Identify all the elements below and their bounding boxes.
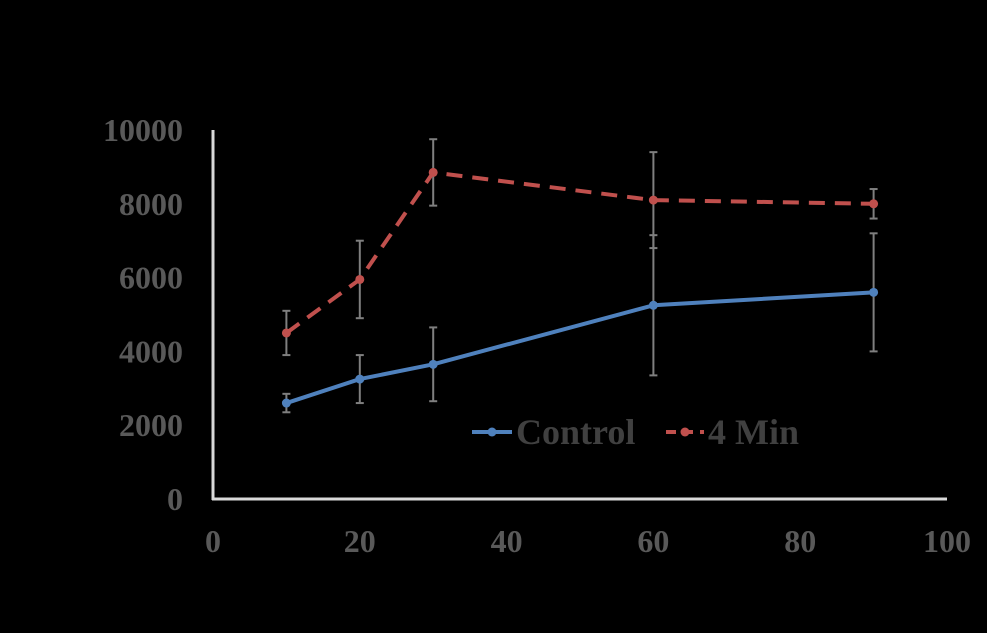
data-point	[355, 274, 365, 284]
legend-item: 4 Min	[666, 412, 799, 452]
tick-labels: 0 2000 4000 6000 8000 10000 0 20 40 60 80 100	[103, 112, 971, 559]
data-point	[355, 374, 365, 384]
x-tick-label: 80	[784, 523, 816, 559]
data-point	[428, 167, 438, 177]
y-tick-label: 10000	[103, 112, 183, 148]
y-tick-label: 0	[167, 481, 183, 517]
series-1	[281, 167, 879, 338]
series-0	[281, 287, 879, 408]
x-tick-label: 20	[344, 523, 376, 559]
legend-marker	[680, 427, 690, 437]
x-tick-label: 60	[637, 523, 669, 559]
legend-label: 4 Min	[708, 412, 799, 452]
x-tick-label: 0	[205, 523, 221, 559]
y-tick-label: 2000	[119, 407, 183, 443]
data-point	[281, 398, 291, 408]
data-point	[869, 199, 879, 209]
data-point	[869, 287, 879, 297]
data-point	[281, 328, 291, 338]
y-tick-label: 8000	[119, 186, 183, 222]
legend-label: Control	[516, 412, 635, 452]
y-tick-label: 4000	[119, 333, 183, 369]
x-tick-label: 40	[491, 523, 523, 559]
y-tick-label: 6000	[119, 260, 183, 296]
series-layer	[281, 138, 879, 414]
data-point	[428, 359, 438, 369]
legend-marker	[487, 427, 497, 437]
data-point	[648, 300, 658, 310]
legend-item: Control	[472, 412, 635, 452]
legend: Control 4 Min	[472, 412, 799, 452]
data-point	[648, 195, 658, 205]
axes	[211, 130, 947, 501]
x-tick-label: 100	[923, 523, 971, 559]
